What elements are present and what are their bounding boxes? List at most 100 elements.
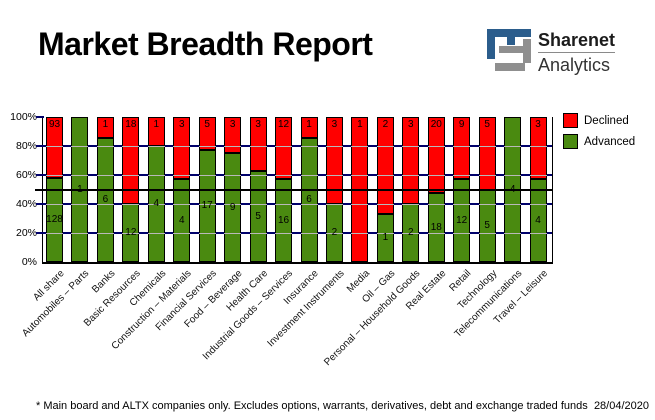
declined-swatch (563, 113, 578, 128)
inner-gridline-60 (504, 175, 522, 176)
fifty-percent-line (35, 189, 552, 191)
inner-gridline-40 (529, 204, 547, 205)
inner-gridline-60 (402, 175, 420, 176)
logo-brand-sub: Analytics (538, 55, 611, 75)
declined-value-label: 3 (535, 118, 541, 130)
inner-gridline-20 (224, 233, 242, 234)
y-tick-40 (36, 203, 44, 205)
advanced-swatch (563, 134, 578, 149)
inner-gridline-40 (300, 204, 318, 205)
inner-gridline-80 (122, 146, 140, 147)
inner-gridline-80 (46, 146, 63, 147)
inner-gridline-20 (427, 233, 445, 234)
advanced-segment (224, 153, 242, 262)
declined-segment (529, 117, 547, 180)
declined-value-label: 1 (357, 118, 363, 130)
chart-legend: Declined Advanced (563, 113, 635, 155)
advanced-segment (46, 178, 63, 262)
inner-gridline-60 (147, 175, 165, 176)
inner-gridline-20 (71, 233, 89, 234)
inner-gridline-80 (249, 146, 267, 147)
declined-segment (376, 117, 394, 214)
inner-gridline-60 (275, 175, 293, 176)
advanced-segment (529, 179, 547, 262)
logo-brand-name: Sharenet (538, 29, 616, 53)
y-tick-80 (36, 145, 44, 147)
declined-label: Declined (584, 114, 629, 127)
inner-gridline-20 (478, 233, 496, 234)
declined-value-label: 3 (255, 118, 261, 130)
inner-gridline-60 (453, 175, 471, 176)
inner-gridline-20 (122, 233, 140, 234)
advanced-value-label: 17 (201, 199, 213, 211)
y-label-100: 100% (10, 111, 37, 123)
y-tick-60 (36, 174, 44, 176)
inner-gridline-40 (402, 204, 420, 205)
declined-segment (122, 117, 140, 204)
footnote: * Main board and ALTX companies only. Ex… (36, 400, 588, 412)
inner-gridline-40 (46, 204, 63, 205)
inner-gridline-80 (198, 146, 216, 147)
major-gridline-20 (43, 232, 552, 234)
inner-gridline-20 (249, 233, 267, 234)
inner-gridline-40 (453, 204, 471, 205)
declined-segment (173, 117, 191, 180)
advanced-segment (173, 179, 191, 262)
inner-gridline-80 (325, 146, 343, 147)
inner-gridline-80 (275, 146, 293, 147)
inner-gridline-60 (224, 175, 242, 176)
inner-gridline-60 (122, 175, 140, 176)
advanced-value-label: 4 (535, 214, 541, 226)
declined-segment (402, 117, 420, 204)
declined-value-label: 3 (229, 118, 236, 130)
y-label-0: 0% (21, 256, 37, 268)
inner-gridline-80 (402, 146, 420, 147)
advanced-value-label: 5 (484, 219, 490, 231)
inner-gridline-20 (453, 233, 471, 234)
declined-segment (46, 117, 63, 179)
declined-value-label: 2 (382, 118, 389, 130)
inner-gridline-20 (173, 233, 191, 234)
bar-all-share: 93 128 (46, 117, 63, 262)
y-label-20: 20% (15, 227, 37, 239)
declined-value-label: 20 (430, 118, 442, 130)
bar-real-estate: 20 18 (427, 117, 445, 262)
inner-gridline-80 (478, 146, 496, 147)
y-label-60: 60% (15, 169, 37, 181)
advanced-segment (275, 179, 293, 262)
advanced-value-label: 6 (102, 193, 109, 205)
inner-gridline-20 (275, 233, 293, 234)
inner-gridline-80 (504, 146, 522, 147)
inner-gridline-40 (249, 204, 267, 205)
advanced-value-label: 16 (277, 214, 290, 226)
bar-industrial-goods-services: 12 16 (275, 117, 293, 262)
inner-gridline-60 (249, 175, 267, 176)
inner-gridline-60 (71, 175, 89, 176)
advanced-value-label: 12 (125, 227, 137, 238)
major-gridline-60 (43, 174, 552, 176)
inner-gridline-80 (147, 146, 165, 147)
advanced-value-label: 128 (46, 214, 63, 225)
legend-row-declined: Declined (563, 113, 635, 128)
inner-gridline-60 (351, 175, 369, 176)
bar-retail: 9 12 (453, 117, 471, 262)
inner-gridline-40 (275, 204, 293, 205)
declined-value-label: 12 (277, 118, 290, 130)
declined-value-label: 93 (48, 118, 61, 130)
declined-value-label: 5 (204, 118, 210, 130)
inner-gridline-40 (376, 204, 394, 205)
advanced-value-label: 4 (178, 214, 185, 226)
advanced-value-label: 9 (229, 201, 236, 213)
advanced-value-label: 1 (382, 231, 389, 243)
inner-gridline-40 (325, 204, 343, 205)
declined-value-label: 3 (178, 118, 185, 130)
legend-row-advanced: Advanced (563, 134, 635, 149)
inner-gridline-40 (224, 204, 242, 205)
inner-gridline-80 (351, 146, 369, 147)
major-gridline-40 (43, 203, 552, 205)
